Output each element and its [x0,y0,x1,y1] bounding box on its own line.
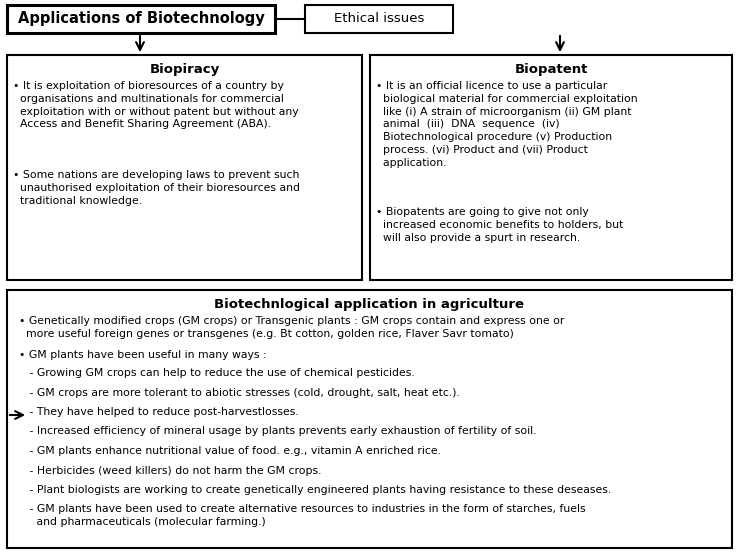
Text: - GM plants have been used to create alternative resources to industries in the : - GM plants have been used to create alt… [19,504,585,528]
Bar [305,5,453,33]
Bar [7,55,362,280]
Text: Applications of Biotechnology: Applications of Biotechnology [18,12,265,27]
Text: - Plant biologists are working to create genetically engineered plants having re: - Plant biologists are working to create… [19,485,611,495]
Text: • Genetically modified crops (GM crops) or Transgenic plants : GM crops contain : • Genetically modified crops (GM crops) … [19,316,565,339]
Text: - GM plants enhance nutritional value of food. e.g., vitamin A enriched rice.: - GM plants enhance nutritional value of… [19,446,441,456]
Text: • GM plants have been useful in many ways :: • GM plants have been useful in many way… [19,350,267,360]
Text: Biotechnlogical application in agriculture: Biotechnlogical application in agricultu… [214,298,525,311]
Text: • It is exploitation of bioresources of a country by
  organisations and multina: • It is exploitation of bioresources of … [13,81,299,129]
Bar [7,5,275,33]
Text: Biopatent: Biopatent [514,63,588,76]
Text: - Herbicides (weed killers) do not harm the GM crops.: - Herbicides (weed killers) do not harm … [19,466,321,476]
Text: Ethical issues: Ethical issues [334,13,424,25]
Text: - Increased efficiency of mineral usage by plants prevents early exhaustion of f: - Increased efficiency of mineral usage … [19,426,537,436]
Text: • It is an official licence to use a particular
  biological material for commer: • It is an official licence to use a par… [376,81,638,168]
Text: • Some nations are developing laws to prevent such
  unauthorised exploitation o: • Some nations are developing laws to pr… [13,170,300,206]
Bar [7,290,732,548]
Bar [370,55,732,280]
Text: - GM crops are more tolerant to abiotic stresses (cold, drought, salt, heat etc.: - GM crops are more tolerant to abiotic … [19,388,460,398]
Text: Biopiracy: Biopiracy [149,63,219,76]
Text: - They have helped to reduce post-harvestlosses.: - They have helped to reduce post-harves… [19,407,299,417]
Text: - Growing GM crops can help to reduce the use of chemical pesticides.: - Growing GM crops can help to reduce th… [19,368,415,378]
Text: • Biopatents are going to give not only
  increased economic benefits to holders: • Biopatents are going to give not only … [376,207,624,243]
